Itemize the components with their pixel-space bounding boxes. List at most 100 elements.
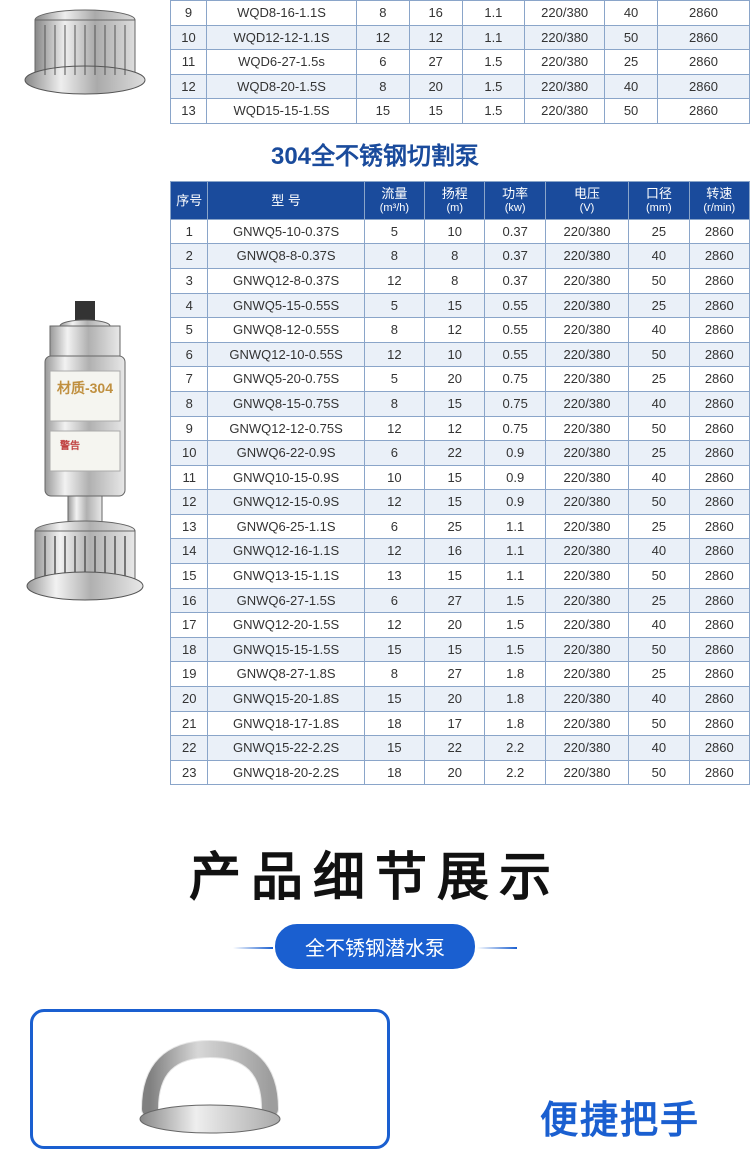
cell-volt: 220/380	[545, 293, 628, 318]
table-row: 6GNWQ12-10-0.55S12100.55220/380502860	[171, 342, 750, 367]
cell-speed: 2860	[689, 662, 749, 687]
cell-flow: 12	[364, 490, 424, 515]
cell-power: 1.5	[485, 613, 545, 638]
cell-speed: 2860	[657, 1, 749, 26]
cell-speed: 2860	[657, 99, 749, 124]
svg-text:材质-304: 材质-304	[57, 380, 113, 396]
cell-flow: 6	[357, 50, 410, 75]
cell-head: 27	[425, 662, 485, 687]
cell-flow: 12	[357, 25, 410, 50]
table-row: 19GNWQ8-27-1.8S8271.8220/380252860	[171, 662, 750, 687]
table-row: 8GNWQ8-15-0.75S8150.75220/380402860	[171, 391, 750, 416]
cell-flow: 15	[364, 736, 424, 761]
cell-volt: 220/380	[545, 367, 628, 392]
cell-bore: 50	[629, 637, 689, 662]
cell-head: 8	[425, 268, 485, 293]
cell-head: 20	[425, 367, 485, 392]
table-row: 1GNWQ5-10-0.37S5100.37220/380252860	[171, 219, 750, 244]
cell-idx: 7	[171, 367, 208, 392]
th-model: 型 号	[208, 181, 364, 219]
cell-idx: 14	[171, 539, 208, 564]
cell-model: GNWQ15-22-2.2S	[208, 736, 364, 761]
table-row: 11GNWQ10-15-0.9S10150.9220/380402860	[171, 465, 750, 490]
cell-model: GNWQ8-12-0.55S	[208, 318, 364, 343]
cell-idx: 13	[171, 514, 208, 539]
cell-head: 15	[425, 465, 485, 490]
cell-speed: 2860	[689, 539, 749, 564]
cell-head: 8	[425, 244, 485, 269]
cell-volt: 220/380	[545, 588, 628, 613]
cell-speed: 2860	[689, 514, 749, 539]
main-pump-image: 材质-304 警告	[0, 181, 170, 621]
cell-volt: 220/380	[545, 637, 628, 662]
cell-volt: 220/380	[545, 514, 628, 539]
cell-power: 0.37	[485, 268, 545, 293]
table-row: 22GNWQ15-22-2.2S15222.2220/380402860	[171, 736, 750, 761]
cell-head: 22	[425, 736, 485, 761]
cell-model: GNWQ12-16-1.1S	[208, 539, 364, 564]
table-row: 4GNWQ5-15-0.55S5150.55220/380252860	[171, 293, 750, 318]
cell-power: 2.2	[485, 736, 545, 761]
cell-volt: 220/380	[545, 391, 628, 416]
cell-power: 0.37	[485, 219, 545, 244]
cell-speed: 2860	[689, 293, 749, 318]
cell-volt: 220/380	[545, 736, 628, 761]
cell-model: GNWQ18-20-2.2S	[208, 760, 364, 785]
th-index: 序号	[171, 181, 208, 219]
cell-speed: 2860	[689, 711, 749, 736]
detail-heading-section: 产品细节展示 全不锈钢潜水泵	[0, 835, 750, 969]
cell-model: GNWQ12-15-0.9S	[208, 490, 364, 515]
cell-idx: 18	[171, 637, 208, 662]
cell-bore: 40	[605, 74, 658, 99]
detail-title: 产品细节展示	[0, 835, 750, 910]
cell-head: 12	[425, 416, 485, 441]
cell-bore: 50	[629, 416, 689, 441]
cell-model: GNWQ8-15-0.75S	[208, 391, 364, 416]
cell-volt: 220/380	[525, 1, 605, 26]
cell-head: 15	[425, 490, 485, 515]
table-row: 13WQD15-15-1.5S15151.5220/380502860	[171, 99, 750, 124]
cell-idx: 19	[171, 662, 208, 687]
cell-flow: 13	[364, 564, 424, 589]
cell-head: 15	[425, 391, 485, 416]
table-row: 20GNWQ15-20-1.8S15201.8220/380402860	[171, 687, 750, 712]
cell-volt: 220/380	[545, 613, 628, 638]
cell-flow: 10	[364, 465, 424, 490]
cell-volt: 220/380	[545, 711, 628, 736]
cell-speed: 2860	[689, 342, 749, 367]
cell-power: 1.5	[462, 99, 525, 124]
cell-idx: 17	[171, 613, 208, 638]
cell-speed: 2860	[689, 687, 749, 712]
table-row: 9WQD8-16-1.1S8161.1220/380402860	[171, 1, 750, 26]
cell-model: GNWQ13-15-1.1S	[208, 564, 364, 589]
cell-volt: 220/380	[545, 490, 628, 515]
cell-power: 0.9	[485, 490, 545, 515]
pump-body-icon: 材质-304 警告	[20, 301, 150, 621]
cell-flow: 12	[364, 342, 424, 367]
cell-flow: 6	[364, 514, 424, 539]
th-head: 扬程(m)	[425, 181, 485, 219]
cell-flow: 8	[357, 1, 410, 26]
cell-model: GNWQ8-27-1.8S	[208, 662, 364, 687]
cell-power: 1.1	[462, 1, 525, 26]
cell-bore: 50	[629, 711, 689, 736]
cell-bore: 25	[629, 662, 689, 687]
cell-model: GNWQ15-15-1.5S	[208, 637, 364, 662]
cell-bore: 25	[629, 514, 689, 539]
cell-idx: 10	[171, 441, 208, 466]
cell-head: 16	[409, 1, 462, 26]
bottom-detail-section: 便捷把手	[0, 1009, 750, 1149]
pump-strainer-icon	[15, 0, 155, 120]
cell-model: GNWQ6-27-1.5S	[208, 588, 364, 613]
cell-model: WQD8-16-1.1S	[207, 1, 357, 26]
cell-flow: 18	[364, 711, 424, 736]
cell-head: 12	[425, 318, 485, 343]
cell-flow: 12	[364, 416, 424, 441]
cell-model: GNWQ18-17-1.8S	[208, 711, 364, 736]
cell-power: 1.1	[485, 539, 545, 564]
cell-speed: 2860	[689, 588, 749, 613]
cell-bore: 40	[605, 1, 658, 26]
cell-idx: 11	[171, 465, 208, 490]
cell-idx: 3	[171, 268, 208, 293]
cell-volt: 220/380	[545, 760, 628, 785]
